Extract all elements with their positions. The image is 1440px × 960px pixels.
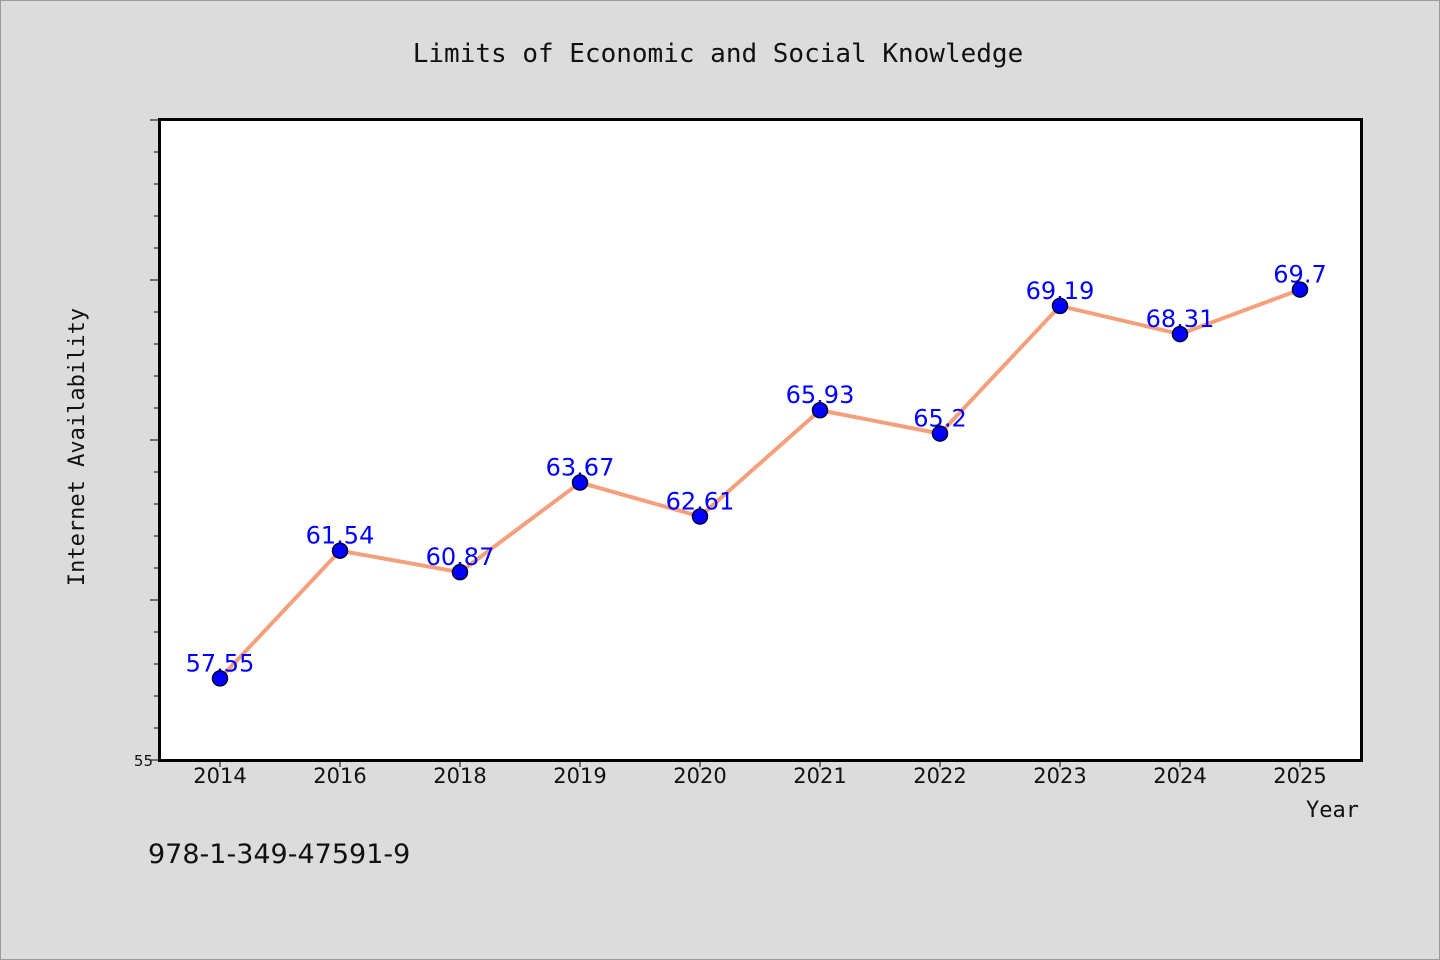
y-axis-ticks xyxy=(150,119,160,761)
data-point-marker xyxy=(211,670,229,687)
data-point-marker xyxy=(1291,281,1309,298)
x-tick-label: 2019 xyxy=(553,764,606,788)
y-axis-title: Internet Availability xyxy=(65,308,90,586)
isbn-footer: 978-1-349-47591-9 xyxy=(148,839,410,870)
data-point-marker xyxy=(691,508,709,525)
data-point-marker xyxy=(451,563,469,581)
chart-title: Limits of Economic and Social Knowledge xyxy=(413,39,1023,69)
x-tick-label: 2014 xyxy=(193,764,246,788)
data-point-marker xyxy=(931,425,949,442)
x-axis-title: Year xyxy=(1306,798,1359,823)
data-point-marker xyxy=(1051,297,1069,315)
y-tick-label-min: 55 xyxy=(134,752,153,770)
series-markers xyxy=(211,281,1309,687)
x-tick-label: 2024 xyxy=(1153,764,1206,788)
x-tick-label: 2018 xyxy=(433,764,486,788)
x-tick-label: 2021 xyxy=(793,764,846,788)
series-line xyxy=(218,287,1301,680)
x-axis-tick-labels: 2014 2016 2018 2019 2020 2021 2022 2023 2024 2025 xyxy=(193,764,1326,788)
data-point-marker xyxy=(1171,325,1189,343)
x-tick-label: 2025 xyxy=(1273,764,1326,788)
plot-area xyxy=(158,118,1363,762)
data-point-marker xyxy=(331,542,349,559)
data-point-marker xyxy=(571,474,589,491)
x-tick-label: 2020 xyxy=(673,764,726,788)
x-tick-label: 2023 xyxy=(1033,764,1086,788)
x-tick-label: 2022 xyxy=(913,764,966,788)
x-tick-label: 2016 xyxy=(313,764,366,788)
x-axis-ticks xyxy=(219,760,1301,767)
data-point-marker xyxy=(811,401,829,419)
